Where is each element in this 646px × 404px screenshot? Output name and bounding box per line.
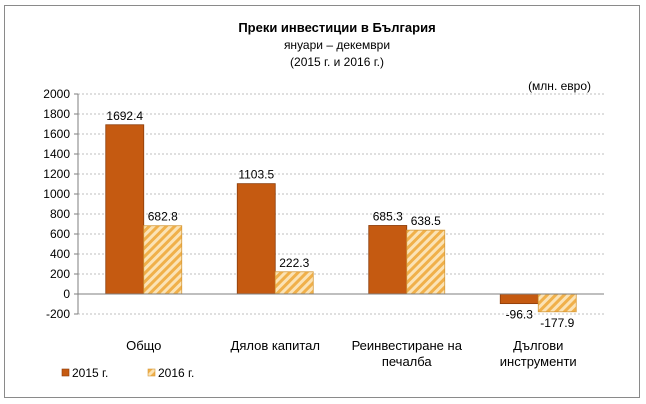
bar-2015 (105, 124, 145, 295)
unit-label: (млн. евро) (528, 79, 591, 93)
legend-swatch-2015 (61, 368, 70, 377)
data-label: 682.8 (148, 210, 178, 224)
category-label: инструменти (500, 354, 577, 369)
y-tick-label: 1400 (43, 147, 70, 161)
bar-2016 (537, 293, 577, 313)
data-label: -96.3 (506, 308, 534, 322)
bar-2015 (236, 183, 276, 295)
y-tick-label: -200 (46, 307, 70, 321)
y-tick-label: 0 (63, 287, 70, 301)
legend-swatch-2016 (147, 368, 156, 377)
category-label: Общо (126, 338, 161, 353)
bar-2015 (368, 225, 408, 295)
category-label: печалба (382, 354, 433, 369)
chart-frame (4, 5, 640, 398)
bar-2015 (499, 293, 539, 305)
category-label: Реинвестиране на (352, 338, 463, 353)
y-tick-label: 2000 (43, 87, 70, 101)
data-label: 1692.4 (106, 109, 143, 123)
legend-label: 2016 г. (158, 366, 194, 380)
data-label: 685.3 (373, 209, 403, 223)
y-axis-ticks: 2000180016001400120010008006004002000-20… (43, 87, 78, 321)
category-label: Дялов капитал (231, 338, 320, 353)
y-tick-label: 600 (50, 227, 70, 241)
data-label: 638.5 (411, 214, 441, 228)
bar-2016 (406, 229, 446, 295)
y-tick-label: 1000 (43, 187, 70, 201)
bar-2016 (143, 225, 183, 295)
y-tick-label: 400 (50, 247, 70, 261)
y-tick-label: 200 (50, 267, 70, 281)
chart-subtitle-years: (2015 г. и 2016 г.) (290, 55, 384, 69)
chart-subtitle-period: януари – декември (284, 38, 390, 52)
y-tick-label: 1600 (43, 127, 70, 141)
y-tick-label: 1800 (43, 107, 70, 121)
bar-2016 (274, 271, 314, 295)
legend-label: 2015 г. (72, 366, 108, 380)
data-labels: 1692.4 682.8 1103.5 222.3 685.3 638.5 -96.3 -17… (106, 109, 574, 330)
y-tick-label: 1200 (43, 167, 70, 181)
data-label: 222.3 (279, 256, 309, 270)
y-tick-label: 800 (50, 207, 70, 221)
chart-title: Преки инвестиции в България (238, 20, 435, 35)
category-label: Дългови (513, 338, 563, 353)
data-label: 1103.5 (238, 168, 274, 182)
legend: 2015 г. 2016 г. (61, 366, 194, 380)
data-label: -177.9 (540, 316, 574, 330)
category-labels: Общо Дялов капитал Реинвестиране напечалба… (126, 338, 577, 369)
